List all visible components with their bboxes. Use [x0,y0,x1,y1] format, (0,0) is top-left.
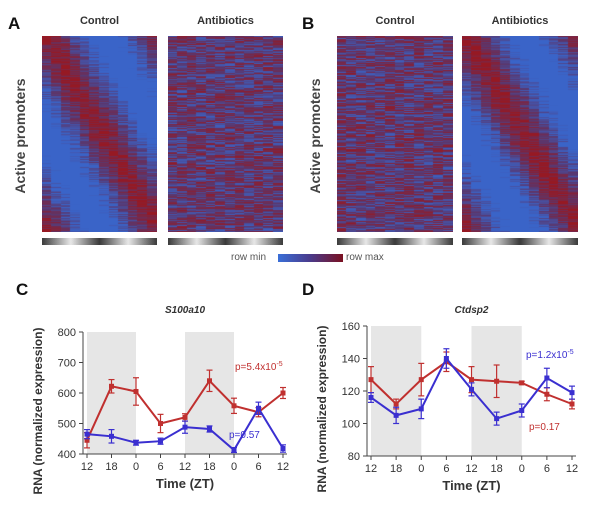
colorbar-min-label: row min [231,252,266,263]
colorbar-gradient [278,254,343,262]
x-tick-label: 18 [203,461,215,473]
x-tick-label: 0 [231,461,237,473]
y-tick-label: 140 [342,354,360,366]
x-tick-label: 0 [418,463,424,475]
data-point [207,426,212,431]
time-gradient-bar [462,238,578,245]
x-tick-label: 6 [157,461,163,473]
heatmap-b-left-title: Control [337,15,453,27]
y-tick-label: 600 [58,388,76,400]
x-tick-label: 12 [277,461,289,473]
data-point [494,416,499,421]
data-point [519,380,524,385]
y-tick-label: 400 [58,449,76,461]
data-point [570,390,575,395]
x-tick-label: 12 [465,463,477,475]
data-point [544,376,549,381]
time-gradient-bar [337,238,453,245]
data-point [570,402,575,407]
data-point [158,421,163,426]
data-point [469,377,474,382]
x-tick-label: 18 [491,463,503,475]
data-point [158,439,163,444]
x-tick-label: 6 [255,461,261,473]
chart-title: S100a10 [165,305,205,316]
heatmap-a-left-title: Control [42,15,157,27]
heatmap-b-ylabel: Active promoters [307,71,323,201]
data-point [232,448,237,453]
data-point [207,378,212,383]
x-tick-label: 12 [365,463,377,475]
data-point [109,384,114,389]
data-point [109,434,114,439]
p-value-annotation: p=1.2x10-5 [526,349,574,361]
data-point [85,432,90,437]
panel-letter-c: C [16,280,28,300]
y-axis-label: RNA (normalized expression) [31,328,45,495]
p-value-annotation: p=5.4x10-5 [235,361,283,373]
panel-letter-a: A [8,14,20,34]
heatmap-a-ylabel: Active promoters [12,71,28,201]
y-tick-label: 100 [342,419,360,431]
colorbar-max-label: row max [346,252,384,263]
data-point [281,391,286,396]
x-axis-label: Time (ZT) [442,478,500,493]
y-axis-label: RNA (normalized expression) [315,326,329,493]
y-tick-label: 160 [342,321,360,333]
x-tick-label: 0 [133,461,139,473]
data-point [519,408,524,413]
y-tick-label: 500 [58,419,76,431]
heatmap-a-control [42,36,157,232]
time-gradient-bar [168,238,283,245]
data-point [183,415,188,420]
data-point [232,403,237,408]
x-tick-label: 6 [443,463,449,475]
panel-letter-b: B [302,14,314,34]
x-tick-label: 18 [390,463,402,475]
chart-s100a10: 400 500 600 700 800 12 18 0 6 12 18 0 6 12 S100a10 Time… [28,295,293,495]
data-point [183,425,188,430]
heatmap-b-control [337,36,453,232]
data-point [369,395,374,400]
data-point [394,402,399,407]
data-point [419,406,424,411]
p-value-annotation: p=0.17 [529,422,560,433]
x-axis-label: Time (ZT) [156,476,214,491]
data-point [419,377,424,382]
x-tick-label: 0 [519,463,525,475]
data-point [134,389,139,394]
data-point [544,392,549,397]
heatmap-a-right-title: Antibiotics [168,15,283,27]
shaded-night-band [371,326,421,456]
data-point [469,387,474,392]
x-tick-label: 12 [179,461,191,473]
chart-ctdsp2: 80 100 120 140 160 12 18 0 6 12 18 0 6 12 Ctdsp2 Time (… [312,295,587,495]
data-point [444,356,449,361]
heatmap-b-right-title: Antibiotics [462,15,578,27]
x-tick-label: 6 [544,463,550,475]
data-point [134,440,139,445]
y-tick-label: 700 [58,358,76,370]
p-value-annotation: p=0.57 [229,430,260,441]
heatmap-a-antibiotics [168,36,283,232]
shaded-night-band [185,332,234,454]
data-point [281,446,286,451]
x-tick-label: 12 [566,463,578,475]
data-point [494,379,499,384]
y-tick-label: 800 [58,327,76,339]
heatmap-b-antibiotics [462,36,578,232]
data-point [394,413,399,418]
time-gradient-bar [42,238,157,245]
data-point [369,377,374,382]
y-tick-label: 80 [348,451,360,463]
data-point [256,406,261,411]
y-tick-label: 120 [342,386,360,398]
x-tick-label: 18 [105,461,117,473]
chart-title: Ctdsp2 [455,305,489,316]
x-tick-label: 12 [81,461,93,473]
